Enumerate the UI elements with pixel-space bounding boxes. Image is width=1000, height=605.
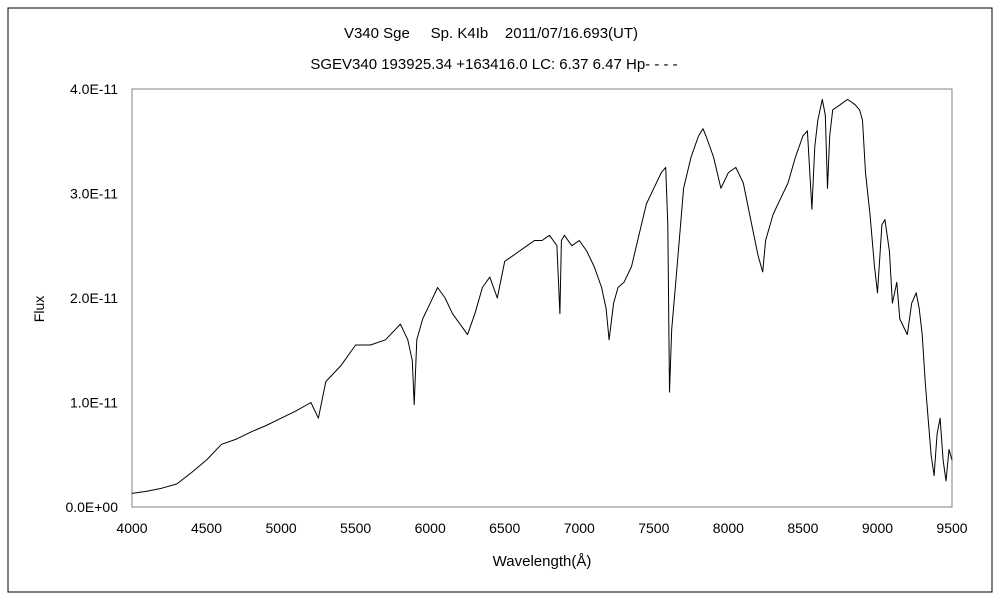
x-tick-label: 8500 — [787, 520, 818, 536]
x-axis-label: Wavelength(Å) — [493, 553, 592, 570]
x-tick-labels: 4000 4500 5000 5500 6000 6500 7000 7500 8000 8500… — [116, 520, 967, 536]
y-axis-label: Flux — [31, 296, 47, 322]
plot-area — [131, 88, 953, 508]
chart-subtitle: SGEV340 193925.34 +163416.0 LC: 6.37 6.4… — [310, 56, 677, 73]
series-group — [131, 98, 953, 494]
x-tick-label: 9500 — [936, 520, 967, 536]
x-tick-label: 5500 — [340, 520, 371, 536]
x-tick-label: 7000 — [564, 520, 595, 536]
x-tick-label: 7500 — [638, 520, 669, 536]
y-tick-label: 4.0E-11 — [70, 81, 118, 97]
chart-title: V340 Sge Sp. K4Ib 2011/07/16.693(UT) — [344, 25, 638, 42]
x-tick-label: 5000 — [266, 520, 297, 536]
x-tick-label: 6000 — [415, 520, 446, 536]
y-tick-label: 2.0E-11 — [70, 290, 118, 306]
y-tick-label: 0.0E+00 — [65, 499, 118, 515]
x-tick-label: 4500 — [191, 520, 222, 536]
x-tick-label: 6500 — [489, 520, 520, 536]
x-tick-label: 8000 — [713, 520, 744, 536]
y-tick-label: 3.0E-11 — [70, 186, 118, 202]
spectrum-line — [131, 98, 953, 494]
y-tick-labels: 0.0E+00 1.0E-11 2.0E-11 3.0E-11 4.0E-11 — [65, 81, 118, 515]
x-tick-label: 4000 — [116, 520, 147, 536]
y-tick-label: 1.0E-11 — [70, 395, 118, 411]
x-tick-label: 9000 — [862, 520, 893, 536]
